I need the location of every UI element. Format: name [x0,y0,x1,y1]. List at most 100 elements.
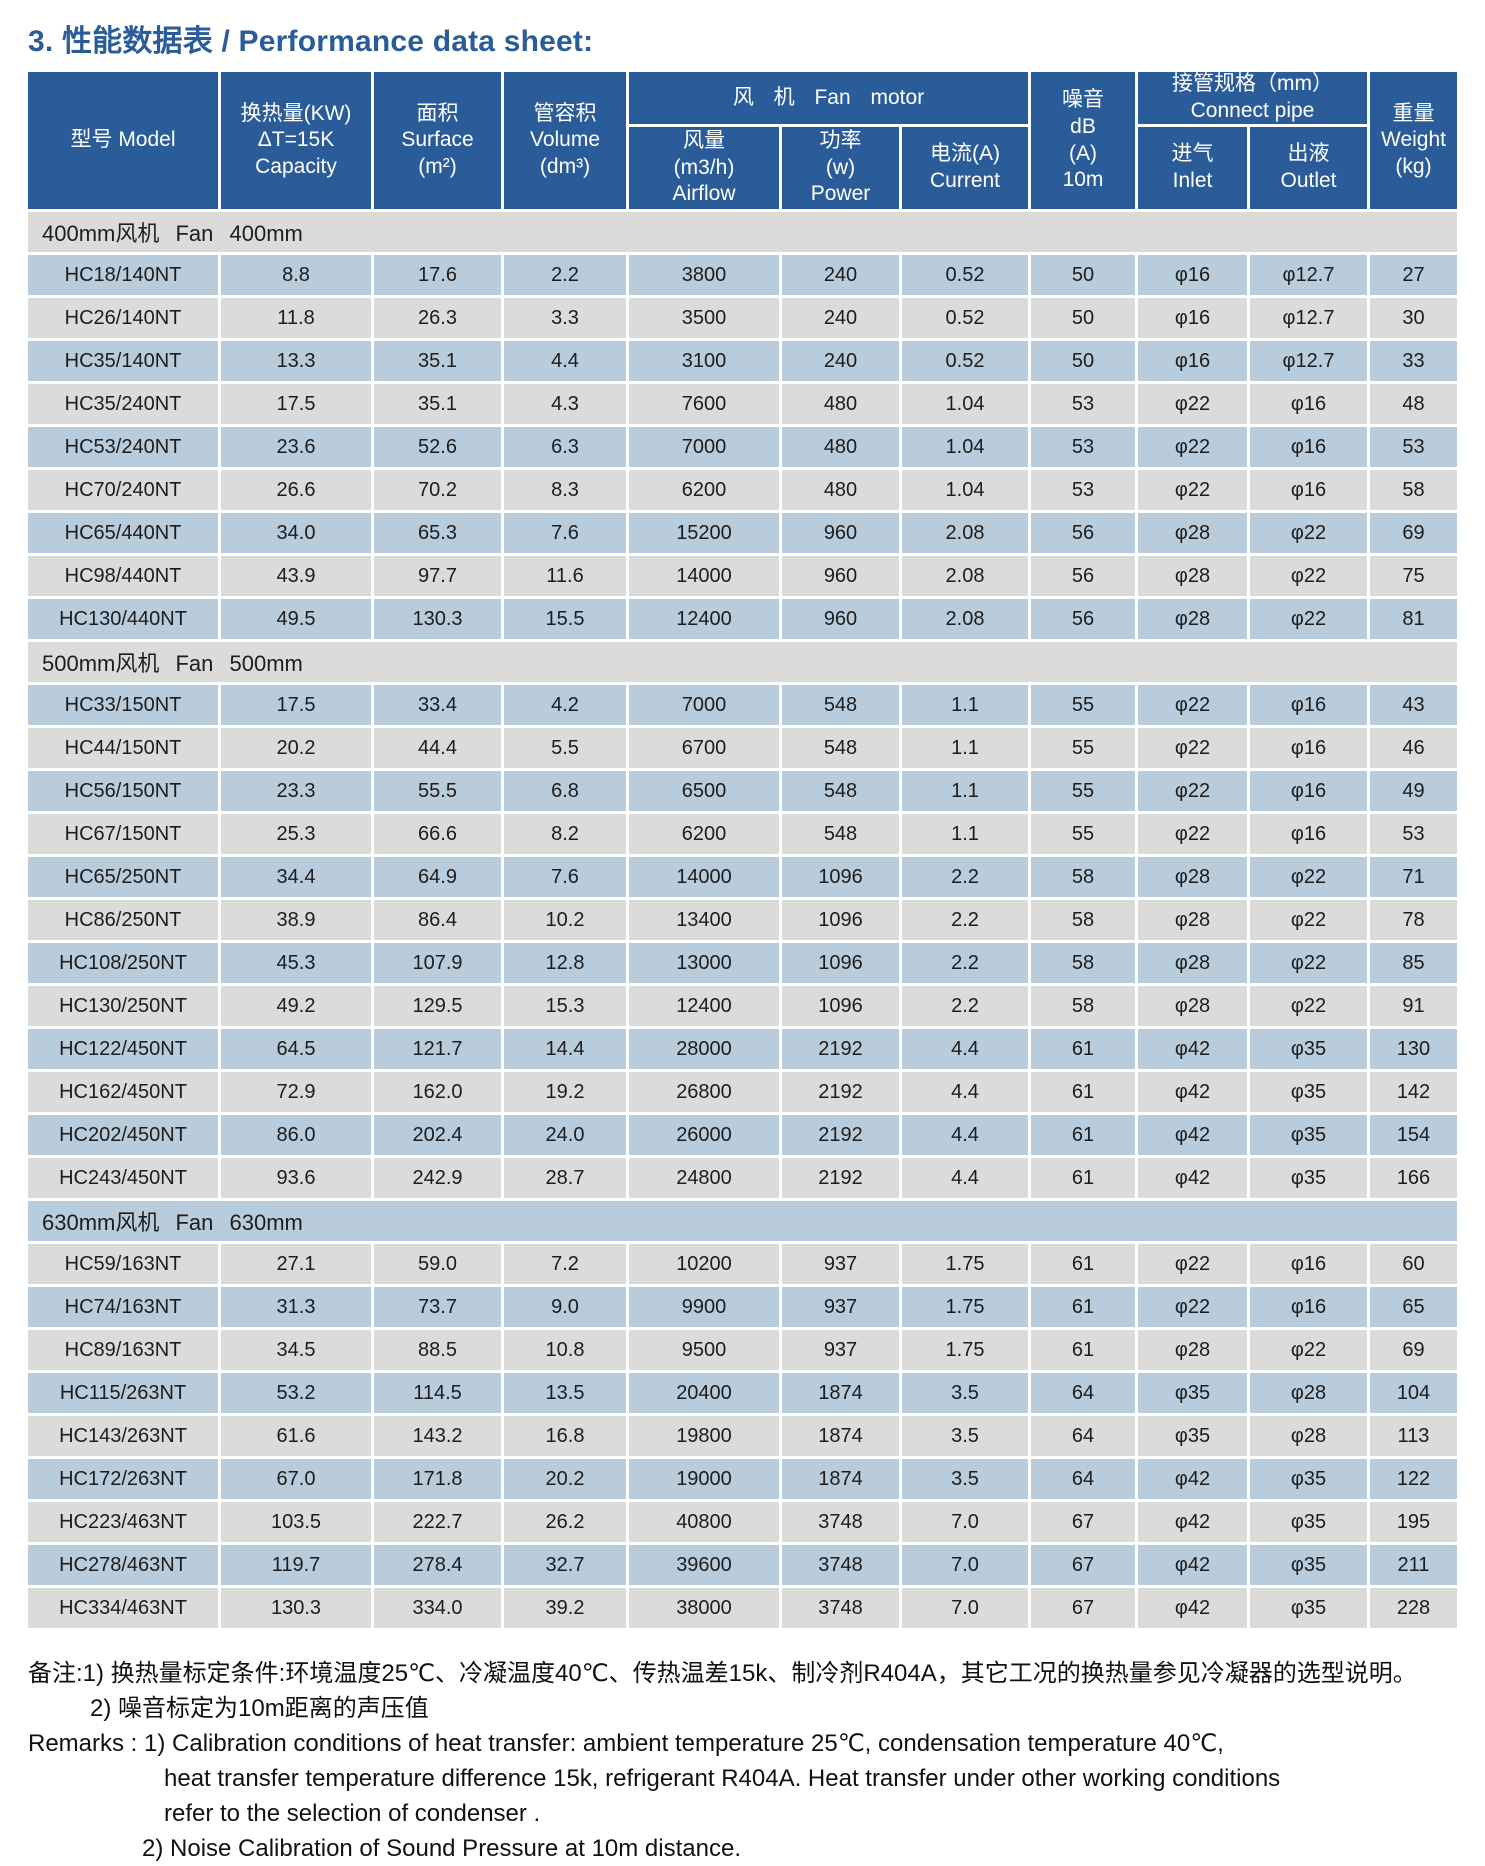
cell-weight: 85 [1370,943,1457,983]
cell-inlet: φ42 [1138,1158,1247,1198]
cell-capacity: 23.6 [221,427,371,467]
cell-outlet: φ16 [1250,470,1367,510]
cell-power: 1874 [782,1373,899,1413]
cell-current: 2.2 [902,986,1028,1026]
cell-volume: 16.8 [504,1416,626,1456]
cell-airflow: 7600 [629,384,779,424]
cell-inlet: φ28 [1138,900,1247,940]
cell-weight: 78 [1370,900,1457,940]
cell-power: 960 [782,556,899,596]
cell-volume: 6.3 [504,427,626,467]
cell-noise: 53 [1031,384,1135,424]
cell-capacity: 17.5 [221,384,371,424]
table-row: HC65/440NT 34.0 65.3 7.6 15200 960 2.08 56 φ28 φ2… [28,513,1457,553]
cell-power: 2192 [782,1029,899,1069]
cell-volume: 19.2 [504,1072,626,1112]
table-row: HC74/163NT 31.3 73.7 9.0 9900 937 1.75 61 φ22 φ16… [28,1287,1457,1327]
cell-airflow: 7000 [629,427,779,467]
cell-capacity: 72.9 [221,1072,371,1112]
cell-surface: 129.5 [374,986,501,1026]
cell-surface: 121.7 [374,1029,501,1069]
col-header-airflow: 风量 (m3/h) Airflow [629,127,779,209]
cell-model: HC86/250NT [28,900,218,940]
cell-outlet: φ35 [1250,1158,1367,1198]
table-row: HC35/240NT 17.5 35.1 4.3 7600 480 1.04 53 φ22 φ16… [28,384,1457,424]
cell-model: HC70/240NT [28,470,218,510]
cell-inlet: φ22 [1138,1287,1247,1327]
section-row: 500mm风机 Fan 500mm [28,642,1457,682]
cell-airflow: 40800 [629,1502,779,1542]
cell-model: HC65/440NT [28,513,218,553]
table-row: HC53/240NT 23.6 52.6 6.3 7000 480 1.04 53 φ22 φ16… [28,427,1457,467]
col-header-weight: 重量 Weight (kg) [1370,72,1457,209]
cell-power: 2192 [782,1072,899,1112]
section-row: 630mm风机 Fan 630mm [28,1201,1457,1241]
cell-capacity: 31.3 [221,1287,371,1327]
col-header-surface: 面积 Surface (m²) [374,72,501,209]
table-row: HC130/250NT 49.2 129.5 15.3 12400 1096 2.2 58 φ2… [28,986,1457,1026]
cell-volume: 10.8 [504,1330,626,1370]
cell-noise: 50 [1031,255,1135,295]
cell-surface: 143.2 [374,1416,501,1456]
cell-outlet: φ28 [1250,1373,1367,1413]
cell-inlet: φ22 [1138,470,1247,510]
cell-weight: 104 [1370,1373,1457,1413]
cell-current: 0.52 [902,298,1028,338]
cell-inlet: φ28 [1138,857,1247,897]
cell-power: 937 [782,1287,899,1327]
cell-capacity: 11.8 [221,298,371,338]
cell-current: 2.08 [902,513,1028,553]
cell-model: HC108/250NT [28,943,218,983]
cell-power: 937 [782,1330,899,1370]
cell-power: 1096 [782,900,899,940]
cell-noise: 61 [1031,1287,1135,1327]
cell-weight: 75 [1370,556,1457,596]
cell-current: 1.1 [902,771,1028,811]
cell-volume: 28.7 [504,1158,626,1198]
cell-capacity: 13.3 [221,341,371,381]
cell-inlet: φ22 [1138,685,1247,725]
cell-model: HC35/240NT [28,384,218,424]
cell-model: HC67/150NT [28,814,218,854]
col-group-connect-pipe: 接管规格（mm） Connect pipe [1138,72,1367,124]
cell-capacity: 27.1 [221,1244,371,1284]
cell-volume: 39.2 [504,1588,626,1628]
cell-outlet: φ22 [1250,943,1367,983]
cell-weight: 130 [1370,1029,1457,1069]
cell-airflow: 6700 [629,728,779,768]
cell-outlet: φ35 [1250,1459,1367,1499]
cell-power: 3748 [782,1545,899,1585]
cell-outlet: φ12.7 [1250,255,1367,295]
table-row: HC26/140NT 11.8 26.3 3.3 3500 240 0.52 50 φ16 φ12… [28,298,1457,338]
cell-power: 960 [782,599,899,639]
cell-airflow: 7000 [629,685,779,725]
cell-airflow: 12400 [629,986,779,1026]
cell-airflow: 13400 [629,900,779,940]
cell-capacity: 61.6 [221,1416,371,1456]
table-row: HC56/150NT 23.3 55.5 6.8 6500 548 1.1 55 φ22 φ16 4… [28,771,1457,811]
cell-current: 7.0 [902,1588,1028,1628]
cell-weight: 154 [1370,1115,1457,1155]
cell-surface: 52.6 [374,427,501,467]
cell-current: 1.75 [902,1330,1028,1370]
cell-inlet: φ42 [1138,1502,1247,1542]
col-header-model: 型号 Model [28,72,218,209]
cell-model: HC74/163NT [28,1287,218,1327]
cell-current: 1.04 [902,427,1028,467]
cell-weight: 30 [1370,298,1457,338]
cell-power: 3748 [782,1588,899,1628]
cell-airflow: 6500 [629,771,779,811]
cell-capacity: 34.5 [221,1330,371,1370]
cell-model: HC65/250NT [28,857,218,897]
cell-surface: 242.9 [374,1158,501,1198]
cell-volume: 26.2 [504,1502,626,1542]
cell-noise: 56 [1031,513,1135,553]
cell-model: HC162/450NT [28,1072,218,1112]
cell-weight: 33 [1370,341,1457,381]
cell-outlet: φ22 [1250,1330,1367,1370]
cell-airflow: 9500 [629,1330,779,1370]
cell-weight: 58 [1370,470,1457,510]
cell-inlet: φ42 [1138,1072,1247,1112]
cell-noise: 56 [1031,599,1135,639]
cell-volume: 7.2 [504,1244,626,1284]
